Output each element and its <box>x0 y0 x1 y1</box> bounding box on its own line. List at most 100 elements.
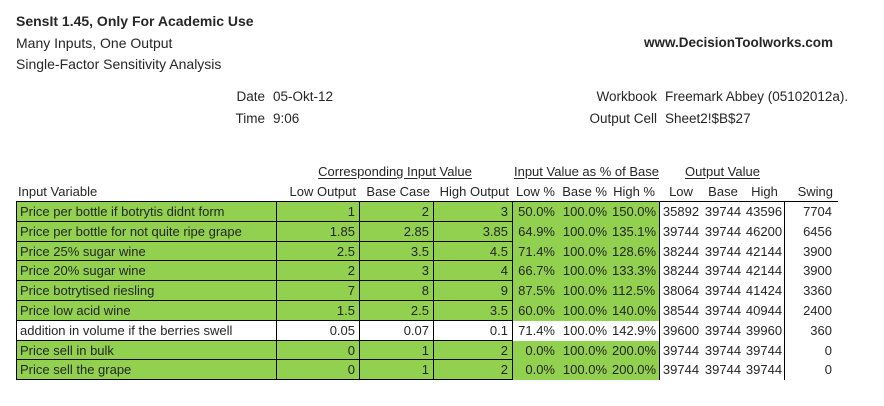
cell-low-pct[interactable]: 64.9% <box>513 221 560 242</box>
cell-output-high[interactable]: 39960 <box>744 320 785 341</box>
cell-high-pct[interactable]: 128.6% <box>612 241 660 262</box>
cell-low-pct[interactable]: 71.4% <box>513 241 560 262</box>
column-header-base[interactable]: Base <box>702 182 744 202</box>
column-header-base-case[interactable]: Base Case <box>360 182 434 202</box>
cell-high-pct[interactable]: 133.3% <box>612 261 660 282</box>
cell-high-output[interactable]: 0.1 <box>434 320 513 341</box>
group-header-output-value[interactable]: Output Value <box>685 164 760 179</box>
cell-base-pct[interactable]: 100.0% <box>562 322 607 338</box>
cell-low-output[interactable]: 1.5 <box>277 300 360 321</box>
cell-high-pct[interactable]: 140.0% <box>612 300 660 321</box>
cell-output-base[interactable]: 39744 <box>704 362 742 378</box>
cell-output-high[interactable]: 42144 <box>744 241 785 262</box>
cell-output-low[interactable]: 39744 <box>662 362 700 378</box>
cell-high-pct[interactable]: 150.0% <box>612 202 660 222</box>
cell-output-base[interactable]: 39744 <box>704 322 742 338</box>
cell-base-case[interactable]: 1 <box>360 360 434 381</box>
cell-output-low[interactable]: 39744 <box>662 342 700 358</box>
cell-output-base[interactable]: 39744 <box>704 283 742 299</box>
cell-low-output[interactable]: 0.05 <box>277 320 360 341</box>
cell-high-pct[interactable]: 200.0% <box>612 340 660 361</box>
cell-output-base[interactable]: 39744 <box>704 263 742 279</box>
cell-input-variable[interactable]: Price botrytised riesling <box>16 281 277 301</box>
cell-output-low[interactable]: 38244 <box>662 243 700 259</box>
cell-base-pct[interactable]: 100.0% <box>560 261 612 282</box>
cell-high-pct[interactable]: 112.5% <box>612 281 660 301</box>
cell-base-pct[interactable]: 100.0% <box>560 221 612 242</box>
cell-output-high[interactable]: 41424 <box>744 281 785 301</box>
cell-input-variable[interactable]: Price per bottle for not quite ripe grap… <box>16 221 277 242</box>
cell-output-base[interactable]: 39744 <box>704 243 742 259</box>
cell-low-output[interactable]: 2 <box>277 261 360 282</box>
cell-swing[interactable]: 360 <box>810 322 832 338</box>
cell-high-output[interactable]: 2 <box>434 340 513 361</box>
column-header-low-output[interactable]: Low Output <box>277 182 360 202</box>
cell-low-pct[interactable]: 71.4% <box>518 322 555 338</box>
cell-low-pct[interactable]: 0.0% <box>513 340 560 361</box>
cell-input-variable[interactable]: Price sell the grape <box>16 360 277 381</box>
cell-high-pct[interactable]: 200.0% <box>612 360 660 381</box>
cell-base-case[interactable]: 2 <box>360 202 434 222</box>
cell-low-output[interactable]: 1 <box>277 202 360 222</box>
cell-base-case[interactable]: 3.5 <box>360 241 434 262</box>
cell-output-low[interactable]: 39744 <box>662 223 700 239</box>
cell-swing[interactable]: 2400 <box>803 302 832 318</box>
cell-output-base[interactable]: 39744 <box>704 204 742 219</box>
cell-output-low[interactable]: 39600 <box>662 322 700 338</box>
cell-input-variable[interactable]: Price 25% sugar wine <box>16 241 277 262</box>
column-header-high-output[interactable]: High Output <box>434 182 513 202</box>
cell-base-pct[interactable]: 100.0% <box>560 300 612 321</box>
cell-output-high[interactable]: 42144 <box>744 261 785 282</box>
cell-output-high[interactable]: 43596 <box>744 202 785 222</box>
cell-output-low[interactable]: 38064 <box>662 283 700 299</box>
cell-swing[interactable]: 0 <box>824 342 832 358</box>
cell-high-output[interactable]: 2 <box>434 360 513 381</box>
cell-swing[interactable]: 3900 <box>803 263 832 279</box>
cell-output-high[interactable]: 46200 <box>744 221 785 242</box>
cell-swing[interactable]: 0 <box>824 362 832 378</box>
cell-high-pct[interactable]: 135.1% <box>612 221 660 242</box>
cell-low-pct[interactable]: 50.0% <box>513 202 560 222</box>
cell-base-pct[interactable]: 100.0% <box>560 281 612 301</box>
cell-base-case[interactable]: 2.5 <box>360 300 434 321</box>
cell-base-case[interactable]: 8 <box>360 281 434 301</box>
cell-low-output[interactable]: 0 <box>277 360 360 381</box>
column-header-high[interactable]: High <box>744 182 785 202</box>
cell-base-case[interactable]: 3 <box>360 261 434 282</box>
column-header-swing[interactable]: Swing <box>785 182 838 202</box>
cell-high-output[interactable]: 3.85 <box>434 221 513 242</box>
cell-high-output[interactable]: 4.5 <box>434 241 513 262</box>
cell-base-pct[interactable]: 100.0% <box>560 202 612 222</box>
cell-base-pct[interactable]: 100.0% <box>560 360 612 381</box>
cell-low-pct[interactable]: 60.0% <box>513 300 560 321</box>
cell-output-base[interactable]: 39744 <box>704 223 742 239</box>
cell-swing[interactable]: 3360 <box>803 283 832 299</box>
cell-output-low[interactable]: 38544 <box>662 302 700 318</box>
cell-input-variable[interactable]: Price low acid wine <box>16 300 277 321</box>
cell-high-pct[interactable]: 142.9% <box>612 320 660 341</box>
cell-base-case[interactable]: 1 <box>360 340 434 361</box>
cell-output-high[interactable]: 39744 <box>744 340 785 361</box>
cell-high-output[interactable]: 9 <box>434 281 513 301</box>
cell-low-output[interactable]: 2.5 <box>277 241 360 262</box>
cell-input-variable[interactable]: Price 20% sugar wine <box>16 261 277 282</box>
group-header-input-value-pct-of-base[interactable]: Input Value as % of Base <box>513 164 660 179</box>
cell-output-high[interactable]: 40944 <box>744 300 785 321</box>
cell-swing[interactable]: 3900 <box>803 243 832 259</box>
cell-input-variable[interactable]: Price per bottle if botrytis didnt form <box>16 202 277 222</box>
cell-base-case[interactable]: 0.07 <box>360 320 434 341</box>
cell-low-output[interactable]: 7 <box>277 281 360 301</box>
cell-base-pct[interactable]: 100.0% <box>560 241 612 262</box>
cell-high-output[interactable]: 3.5 <box>434 300 513 321</box>
cell-low-output[interactable]: 1.85 <box>277 221 360 242</box>
cell-low-pct[interactable]: 87.5% <box>513 281 560 301</box>
cell-output-low[interactable]: 35892 <box>662 204 700 219</box>
cell-base-pct[interactable]: 100.0% <box>560 340 612 361</box>
column-header-low-pct[interactable]: Low % <box>513 182 560 202</box>
column-header-base-pct[interactable]: Base % <box>560 182 612 202</box>
cell-swing[interactable]: 7704 <box>803 204 832 219</box>
cell-input-variable[interactable]: Price sell in bulk <box>16 340 277 361</box>
cell-output-low[interactable]: 38244 <box>662 263 700 279</box>
cell-high-output[interactable]: 4 <box>434 261 513 282</box>
column-header-input-variable[interactable]: Input Variable <box>16 182 277 202</box>
